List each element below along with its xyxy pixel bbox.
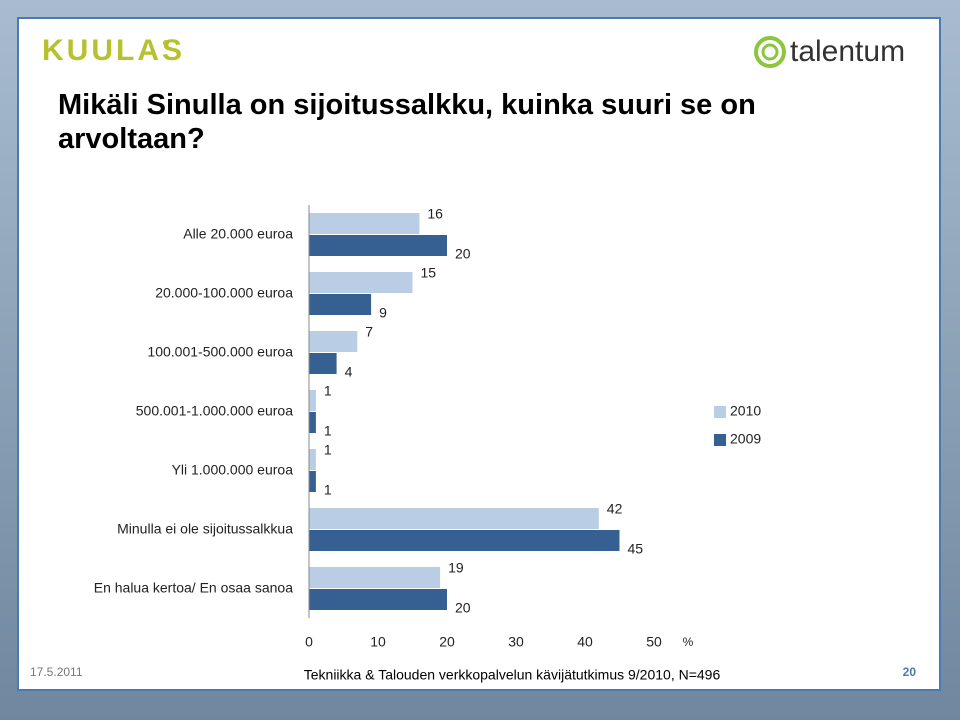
bar [309, 331, 358, 352]
data-label: 1 [324, 442, 332, 458]
bar [309, 294, 372, 315]
data-label: 1 [324, 383, 332, 399]
slide-card [17, 17, 941, 691]
kuulas-logo: KUULAS [42, 34, 185, 67]
x-tick-label: 50 [646, 634, 662, 650]
category-label: 500.001-1.000.000 euroa [136, 403, 293, 419]
x-tick-label: 40 [577, 634, 593, 650]
data-label: 4 [345, 364, 353, 380]
category-label: Minulla ei ole sijoitussalkkua [117, 521, 293, 537]
talentum-logo-icon [754, 36, 786, 68]
category-label: 100.001-500.000 euroa [147, 344, 293, 360]
data-label: 1 [324, 482, 332, 498]
x-tick-label: 30 [508, 634, 524, 650]
data-label: 1 [324, 423, 332, 439]
bar [309, 530, 620, 551]
logo-dot [163, 40, 169, 46]
legend-label: 2009 [730, 431, 761, 447]
category-label: Alle 20.000 euroa [183, 226, 293, 242]
bar [309, 390, 316, 411]
legend-swatch [714, 406, 726, 418]
data-label: 7 [365, 324, 373, 340]
data-label: 42 [607, 501, 623, 517]
category-label: Yli 1.000.000 euroa [172, 462, 294, 478]
data-label: 16 [427, 206, 443, 222]
bar [309, 353, 337, 374]
footer-date: 17.5.2011 [30, 665, 83, 679]
data-label: 20 [455, 246, 471, 262]
bar [309, 567, 441, 588]
page-number: 20 [903, 665, 917, 679]
category-label: 20.000-100.000 euroa [155, 285, 293, 301]
bar [309, 589, 447, 610]
bar [309, 449, 316, 470]
data-label: 19 [448, 560, 464, 576]
x-tick-label: 10 [370, 634, 386, 650]
bar [309, 471, 316, 492]
x-axis-label: % [683, 635, 694, 649]
bar [309, 508, 599, 529]
chart-title: Mikäli Sinulla on sijoitussalkku, kuinka… [58, 89, 756, 155]
footer-source: Tekniikka & Talouden verkkopalvelun kävi… [304, 667, 721, 683]
data-label: 9 [379, 305, 387, 321]
bar [309, 213, 420, 234]
legend-swatch [714, 434, 726, 446]
bar [309, 272, 413, 293]
x-tick-label: 0 [305, 634, 313, 650]
title-box: Mikäli Sinulla on sijoitussalkku, kuinka… [58, 89, 756, 155]
talentum-logo: talentum [790, 35, 905, 68]
x-tick-label: 20 [439, 634, 455, 650]
data-label: 20 [455, 600, 471, 616]
legend-label: 2010 [730, 403, 761, 419]
data-label: 15 [421, 265, 437, 281]
category-label: En halua kertoa/ En osaa sanoa [94, 580, 293, 596]
data-label: 45 [628, 541, 644, 557]
bar [309, 412, 316, 433]
bar [309, 235, 447, 256]
